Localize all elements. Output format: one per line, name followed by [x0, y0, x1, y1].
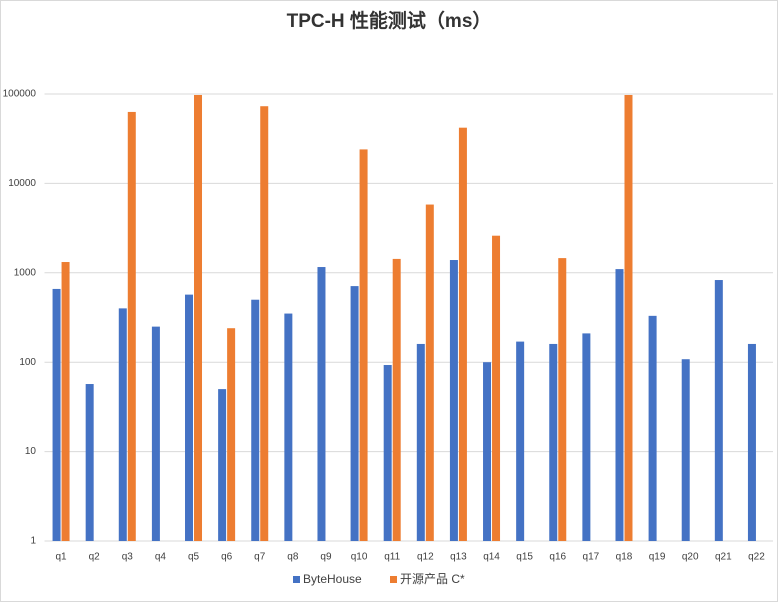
bar	[648, 315, 657, 541]
bar	[492, 235, 501, 541]
y-tick-label: 10000	[8, 178, 36, 189]
bar	[392, 258, 401, 541]
bar	[317, 267, 326, 541]
bar	[624, 94, 633, 542]
x-tick-label: q4	[155, 552, 167, 563]
bar	[416, 343, 425, 541]
x-tick-label: q10	[351, 552, 368, 563]
legend-swatch	[293, 576, 300, 583]
y-tick-label: 10	[25, 446, 37, 457]
bar	[449, 260, 458, 541]
bar	[483, 362, 492, 541]
y-tick-label: 1	[30, 536, 36, 547]
bar	[458, 127, 467, 541]
x-tick-label: q19	[649, 552, 666, 563]
legend-label: 开源产品 C*	[400, 572, 465, 586]
bar	[714, 280, 723, 541]
x-tick-label: q16	[549, 552, 566, 563]
x-tick-label: q8	[287, 552, 299, 563]
x-tick-label: q14	[483, 552, 500, 563]
bar	[582, 333, 591, 541]
bar	[681, 359, 690, 541]
bar	[118, 308, 127, 541]
bar	[251, 299, 260, 541]
y-tick-label: 100	[19, 357, 36, 368]
bar	[127, 111, 136, 541]
y-tick-label: 100000	[3, 89, 37, 100]
bar	[218, 389, 227, 541]
x-tick-label: q15	[516, 552, 533, 563]
bar	[350, 286, 359, 541]
bar	[549, 343, 558, 541]
bar	[52, 288, 61, 541]
bar	[359, 149, 368, 541]
x-tick-label: q2	[89, 552, 101, 563]
bar	[383, 365, 392, 541]
bar	[284, 313, 293, 541]
bar	[425, 204, 434, 541]
bar	[516, 341, 525, 541]
x-tick-label: q20	[682, 552, 699, 563]
x-tick-label: q7	[254, 552, 266, 563]
x-tick-label: q6	[221, 552, 233, 563]
y-tick-label: 1000	[14, 267, 37, 278]
legend-swatch	[390, 576, 397, 583]
legend-label: ByteHouse	[303, 572, 362, 586]
x-tick-label: q21	[715, 552, 732, 563]
x-tick-label: q9	[320, 552, 332, 563]
chart-title: TPC-H 性能测试（ms）	[287, 9, 492, 32]
bar	[185, 294, 194, 541]
bar	[558, 258, 567, 541]
x-tick-label: q11	[384, 552, 400, 563]
x-tick-label: q18	[616, 552, 633, 563]
x-tick-label: q5	[188, 552, 200, 563]
bar	[615, 269, 624, 541]
bar	[227, 328, 236, 541]
x-tick-label: q13	[450, 552, 467, 563]
bar	[747, 343, 756, 541]
bar	[151, 326, 160, 541]
x-tick-label: q1	[55, 552, 67, 563]
x-tick-label: q3	[122, 552, 134, 563]
bar	[260, 106, 269, 541]
bar	[85, 384, 94, 541]
x-tick-label: q17	[583, 552, 600, 563]
bar	[194, 94, 203, 542]
x-tick-label: q22	[748, 552, 765, 563]
x-tick-label: q12	[417, 552, 434, 563]
bar	[61, 262, 70, 541]
